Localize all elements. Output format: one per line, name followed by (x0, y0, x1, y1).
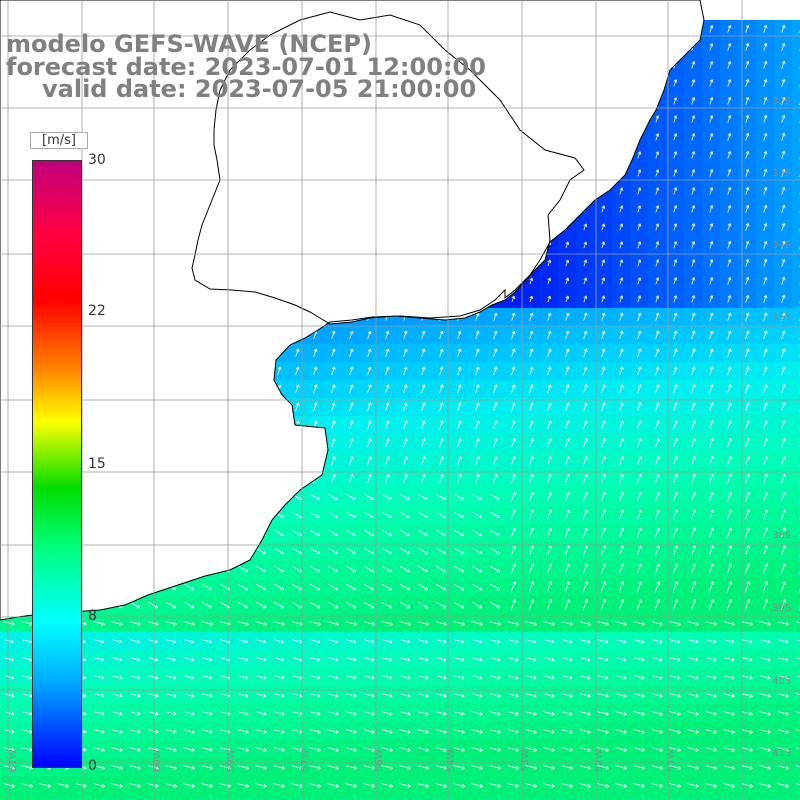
wave-field-cell (792, 794, 800, 800)
wave-field-cell (792, 686, 800, 704)
wave-field-cell (792, 650, 800, 668)
wave-field-cell (792, 758, 800, 776)
wave-field-cell (576, 794, 594, 800)
wave-field-cell (126, 794, 144, 800)
wave-field-cell (36, 794, 54, 800)
wave-field-cell (558, 794, 576, 800)
wave-field-cell (792, 722, 800, 740)
wave-field-cell (90, 794, 108, 800)
wave-field-cell (792, 326, 800, 344)
wave-field-cell (0, 794, 18, 800)
wave-field-cell (792, 668, 800, 686)
wave-field-cell (108, 794, 126, 800)
wave-field-cell (432, 794, 450, 800)
wave-field-cell (792, 470, 800, 488)
wave-field-cell (306, 794, 324, 800)
wave-field-cell (774, 794, 792, 800)
wave-field-cell (792, 164, 800, 182)
wave-field-cell (684, 794, 702, 800)
wave-field-cell (792, 362, 800, 380)
wave-field-cell (792, 740, 800, 758)
wave-field-cell (792, 20, 800, 38)
wave-field-cell (648, 794, 666, 800)
wave-field-cell (792, 236, 800, 254)
wave-field-cell (792, 182, 800, 200)
wave-field-cell (792, 308, 800, 326)
wave-field-cell (666, 794, 684, 800)
wave-field-cell (468, 794, 486, 800)
wave-field-cell (288, 794, 306, 800)
wave-field-cell (792, 74, 800, 92)
wave-field-cell (792, 416, 800, 434)
wave-field-cell (792, 596, 800, 614)
wave-field-cell (792, 380, 800, 398)
wave-field-cell (792, 434, 800, 452)
wave-field-cell (792, 92, 800, 110)
wave-field-cell (324, 794, 342, 800)
wave-field-cell (162, 794, 180, 800)
wave-field-cell (360, 794, 378, 800)
wave-field-cell (792, 254, 800, 272)
wave-field-cell (612, 794, 630, 800)
wave-field-cell (504, 794, 522, 800)
wave-field-cell (378, 794, 396, 800)
wave-field-cell (792, 200, 800, 218)
wave-field-cell (252, 794, 270, 800)
wave-field-cell (792, 128, 800, 146)
wave-field-cell (396, 794, 414, 800)
wave-field-cell (450, 794, 468, 800)
wave-field-cell (792, 776, 800, 794)
wave-field-cell (234, 794, 252, 800)
wave-field-cell (792, 632, 800, 650)
wave-field-cell (18, 794, 36, 800)
wave-field-cell (792, 488, 800, 506)
wave-field-cell (522, 794, 540, 800)
wave-field-cell (792, 344, 800, 362)
wave-field-cell (72, 794, 90, 800)
wave-field-cell (792, 56, 800, 74)
wave-field-cell (792, 452, 800, 470)
wave-field-cell (792, 146, 800, 164)
wave-field-cell (738, 794, 756, 800)
wave-field-cell (270, 794, 288, 800)
wave-field-cell (792, 578, 800, 596)
wave-field-cell (792, 524, 800, 542)
wave-field-cell (630, 794, 648, 800)
wave-field-cell (216, 794, 234, 800)
wave-field-cell (180, 794, 198, 800)
wave-field-cell (792, 560, 800, 578)
wave-field-cell (792, 38, 800, 56)
wave-field-cell (486, 794, 504, 800)
wave-field-cell (594, 794, 612, 800)
wave-field-cell (540, 794, 558, 800)
wave-field-cell (720, 794, 738, 800)
wave-field-cell (702, 794, 720, 800)
wave-field-cell (792, 398, 800, 416)
wave-field-cell (792, 704, 800, 722)
wave-field-cell (792, 218, 800, 236)
wave-field-cell (342, 794, 360, 800)
wave-field-cell (792, 110, 800, 128)
wave-field-cell (198, 794, 216, 800)
wave-field-cell (792, 506, 800, 524)
wave-field-cell (144, 794, 162, 800)
wave-field-cell (414, 794, 432, 800)
wave-field-cell (756, 794, 774, 800)
wave-field-cell (792, 290, 800, 308)
wave-field-cell (792, 272, 800, 290)
wave-field-cell (54, 794, 72, 800)
wave-field-cell (792, 542, 800, 560)
